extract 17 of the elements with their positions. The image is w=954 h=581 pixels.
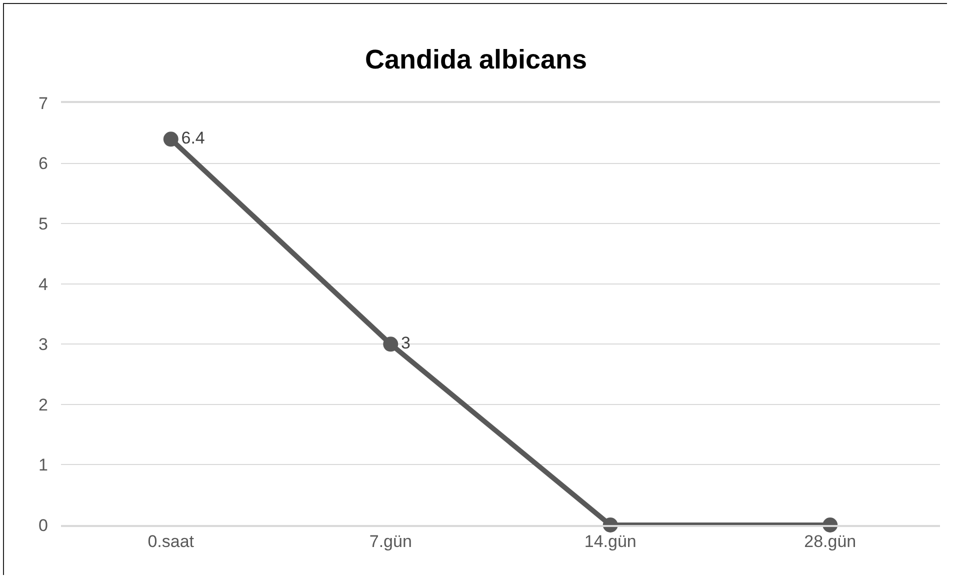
point — [383, 336, 398, 352]
y-tick-label: 1 — [38, 456, 48, 475]
x-tick-label: 14.gün — [584, 532, 636, 552]
y-tick-label: 7 — [38, 94, 48, 113]
chart-title: Candida albicans — [364, 44, 588, 75]
x-tick-label: 28.gün — [804, 532, 856, 552]
point — [163, 132, 178, 147]
data-label: 3 — [401, 333, 410, 352]
x-tick-label: 0.saat — [148, 532, 194, 552]
y-tick-label: 0 — [38, 516, 48, 535]
x-tick-label: 7.gün — [369, 532, 412, 552]
y-tick-label: 3 — [38, 335, 48, 354]
y-tick-label: 2 — [38, 395, 48, 414]
y-tick-label: 6 — [38, 154, 48, 174]
y-tick-label: 5 — [38, 214, 48, 234]
y-tick-label: 4 — [38, 274, 48, 294]
data-label: 6.4 — [181, 128, 205, 148]
